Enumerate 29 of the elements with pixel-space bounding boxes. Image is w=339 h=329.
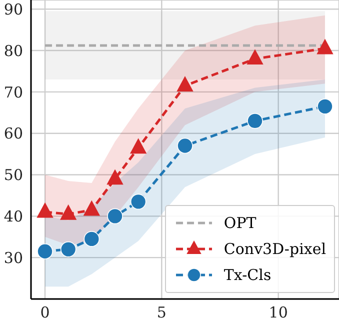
- y-tick-label: 70: [4, 83, 23, 102]
- point: [317, 39, 333, 54]
- point: [60, 241, 76, 258]
- legend-label: Conv3D-pixel: [224, 240, 326, 258]
- y-tick-label: 50: [4, 166, 23, 184]
- point: [177, 76, 193, 92]
- y-tick-label: 30: [4, 248, 23, 267]
- point: [84, 200, 100, 216]
- point: [130, 138, 146, 154]
- legend-label: OPT: [224, 214, 256, 232]
- y-tick-label: 60: [4, 124, 23, 143]
- point: [130, 194, 146, 210]
- x-tick-label: 10: [268, 304, 288, 322]
- x-tick-label: 5: [156, 304, 166, 322]
- point: [317, 98, 333, 114]
- point: [247, 113, 263, 129]
- point: [107, 208, 123, 224]
- point: [84, 231, 100, 247]
- y-tick-label: 40: [4, 208, 23, 226]
- y-tick-label: 90: [4, 0, 23, 18]
- y-tick-label: 80: [4, 42, 23, 60]
- legend-label: Tx-Cls: [224, 266, 272, 284]
- point: [247, 50, 263, 65]
- point: [107, 170, 123, 185]
- x-tick-label: 0: [40, 304, 50, 322]
- point: [37, 243, 53, 260]
- point: [177, 138, 193, 154]
- point: [60, 204, 76, 220]
- point: [37, 202, 53, 218]
